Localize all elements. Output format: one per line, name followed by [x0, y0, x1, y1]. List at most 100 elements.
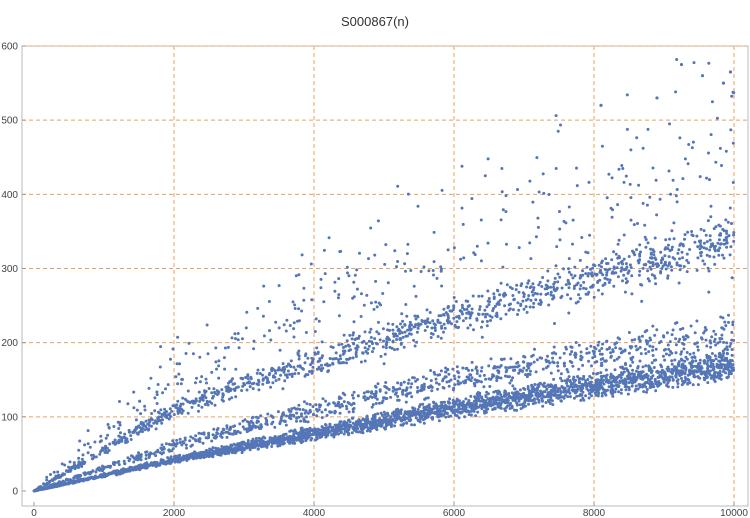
- data-point: [400, 312, 404, 316]
- data-point: [459, 257, 463, 261]
- data-point: [217, 359, 221, 363]
- data-point: [257, 388, 261, 392]
- data-point: [578, 276, 582, 280]
- data-point: [723, 359, 727, 362]
- data-point: [125, 440, 129, 444]
- data-point: [410, 395, 414, 399]
- data-point: [336, 429, 340, 432]
- data-point: [519, 397, 523, 401]
- data-point: [711, 368, 715, 372]
- data-point: [150, 412, 154, 415]
- data-point: [540, 285, 544, 288]
- data-point: [169, 443, 173, 447]
- data-point: [667, 169, 671, 173]
- data-point: [661, 354, 665, 358]
- data-point: [379, 303, 383, 307]
- data-point: [152, 421, 156, 425]
- data-point: [679, 242, 683, 246]
- data-point: [404, 303, 408, 306]
- data-point: [289, 409, 293, 413]
- data-point: [369, 395, 373, 399]
- data-point: [670, 362, 674, 366]
- data-point: [384, 391, 388, 395]
- data-point: [253, 445, 257, 449]
- data-point: [241, 440, 245, 444]
- data-point: [326, 431, 330, 435]
- data-point: [679, 327, 682, 331]
- data-point: [279, 373, 283, 377]
- data-point: [690, 146, 694, 150]
- data-point: [476, 395, 480, 398]
- data-point: [466, 299, 470, 303]
- data-point: [674, 90, 678, 94]
- data-point: [712, 365, 716, 369]
- data-point: [389, 395, 393, 399]
- data-point: [656, 369, 659, 373]
- data-point: [620, 365, 624, 369]
- data-point: [479, 218, 483, 222]
- data-point: [464, 397, 468, 401]
- data-point: [374, 279, 378, 283]
- data-point: [367, 344, 371, 348]
- data-point: [409, 269, 413, 272]
- data-point: [704, 328, 708, 332]
- data-point: [72, 480, 76, 484]
- data-point: [413, 412, 417, 416]
- data-point: [88, 472, 92, 476]
- data-point: [291, 300, 295, 304]
- data-point: [331, 357, 335, 361]
- data-point: [628, 182, 632, 186]
- data-point: [686, 382, 690, 386]
- data-point: [529, 362, 533, 366]
- data-point: [45, 478, 49, 482]
- data-point: [285, 373, 289, 377]
- data-point: [137, 451, 140, 455]
- data-point: [456, 410, 460, 414]
- data-point: [522, 307, 526, 311]
- data-point: [407, 419, 411, 422]
- data-point: [435, 276, 439, 280]
- data-point: [492, 366, 496, 370]
- data-point: [153, 396, 157, 400]
- data-point: [639, 250, 642, 254]
- data-point: [175, 362, 179, 366]
- data-point: [303, 374, 307, 378]
- data-point: [666, 343, 670, 347]
- data-point: [695, 319, 699, 323]
- data-point: [467, 310, 471, 314]
- data-point: [535, 156, 539, 160]
- data-point: [724, 371, 728, 375]
- data-point: [336, 296, 340, 300]
- data-point: [619, 260, 623, 264]
- data-point: [578, 258, 582, 262]
- data-point: [713, 245, 716, 249]
- data-point: [246, 373, 250, 377]
- data-point: [694, 359, 698, 363]
- data-point: [676, 382, 680, 385]
- data-point: [619, 388, 623, 392]
- data-point: [578, 287, 582, 291]
- data-point: [587, 272, 591, 275]
- data-point: [99, 439, 103, 443]
- data-point: [687, 143, 691, 146]
- data-point: [721, 316, 725, 320]
- data-point: [584, 292, 588, 296]
- data-point: [568, 379, 572, 382]
- data-point: [127, 459, 131, 463]
- data-point: [95, 468, 99, 471]
- data-point: [233, 382, 237, 386]
- data-point: [635, 136, 639, 140]
- data-point: [650, 380, 654, 384]
- data-point: [603, 268, 607, 271]
- data-point: [530, 354, 534, 358]
- data-point: [724, 218, 728, 222]
- data-point: [342, 333, 346, 337]
- data-point: [373, 253, 377, 257]
- data-point: [612, 359, 616, 362]
- data-point: [393, 424, 397, 428]
- data-point: [653, 377, 657, 381]
- data-point: [559, 372, 563, 376]
- data-point: [605, 262, 609, 265]
- data-point: [489, 399, 493, 403]
- data-point: [205, 381, 208, 385]
